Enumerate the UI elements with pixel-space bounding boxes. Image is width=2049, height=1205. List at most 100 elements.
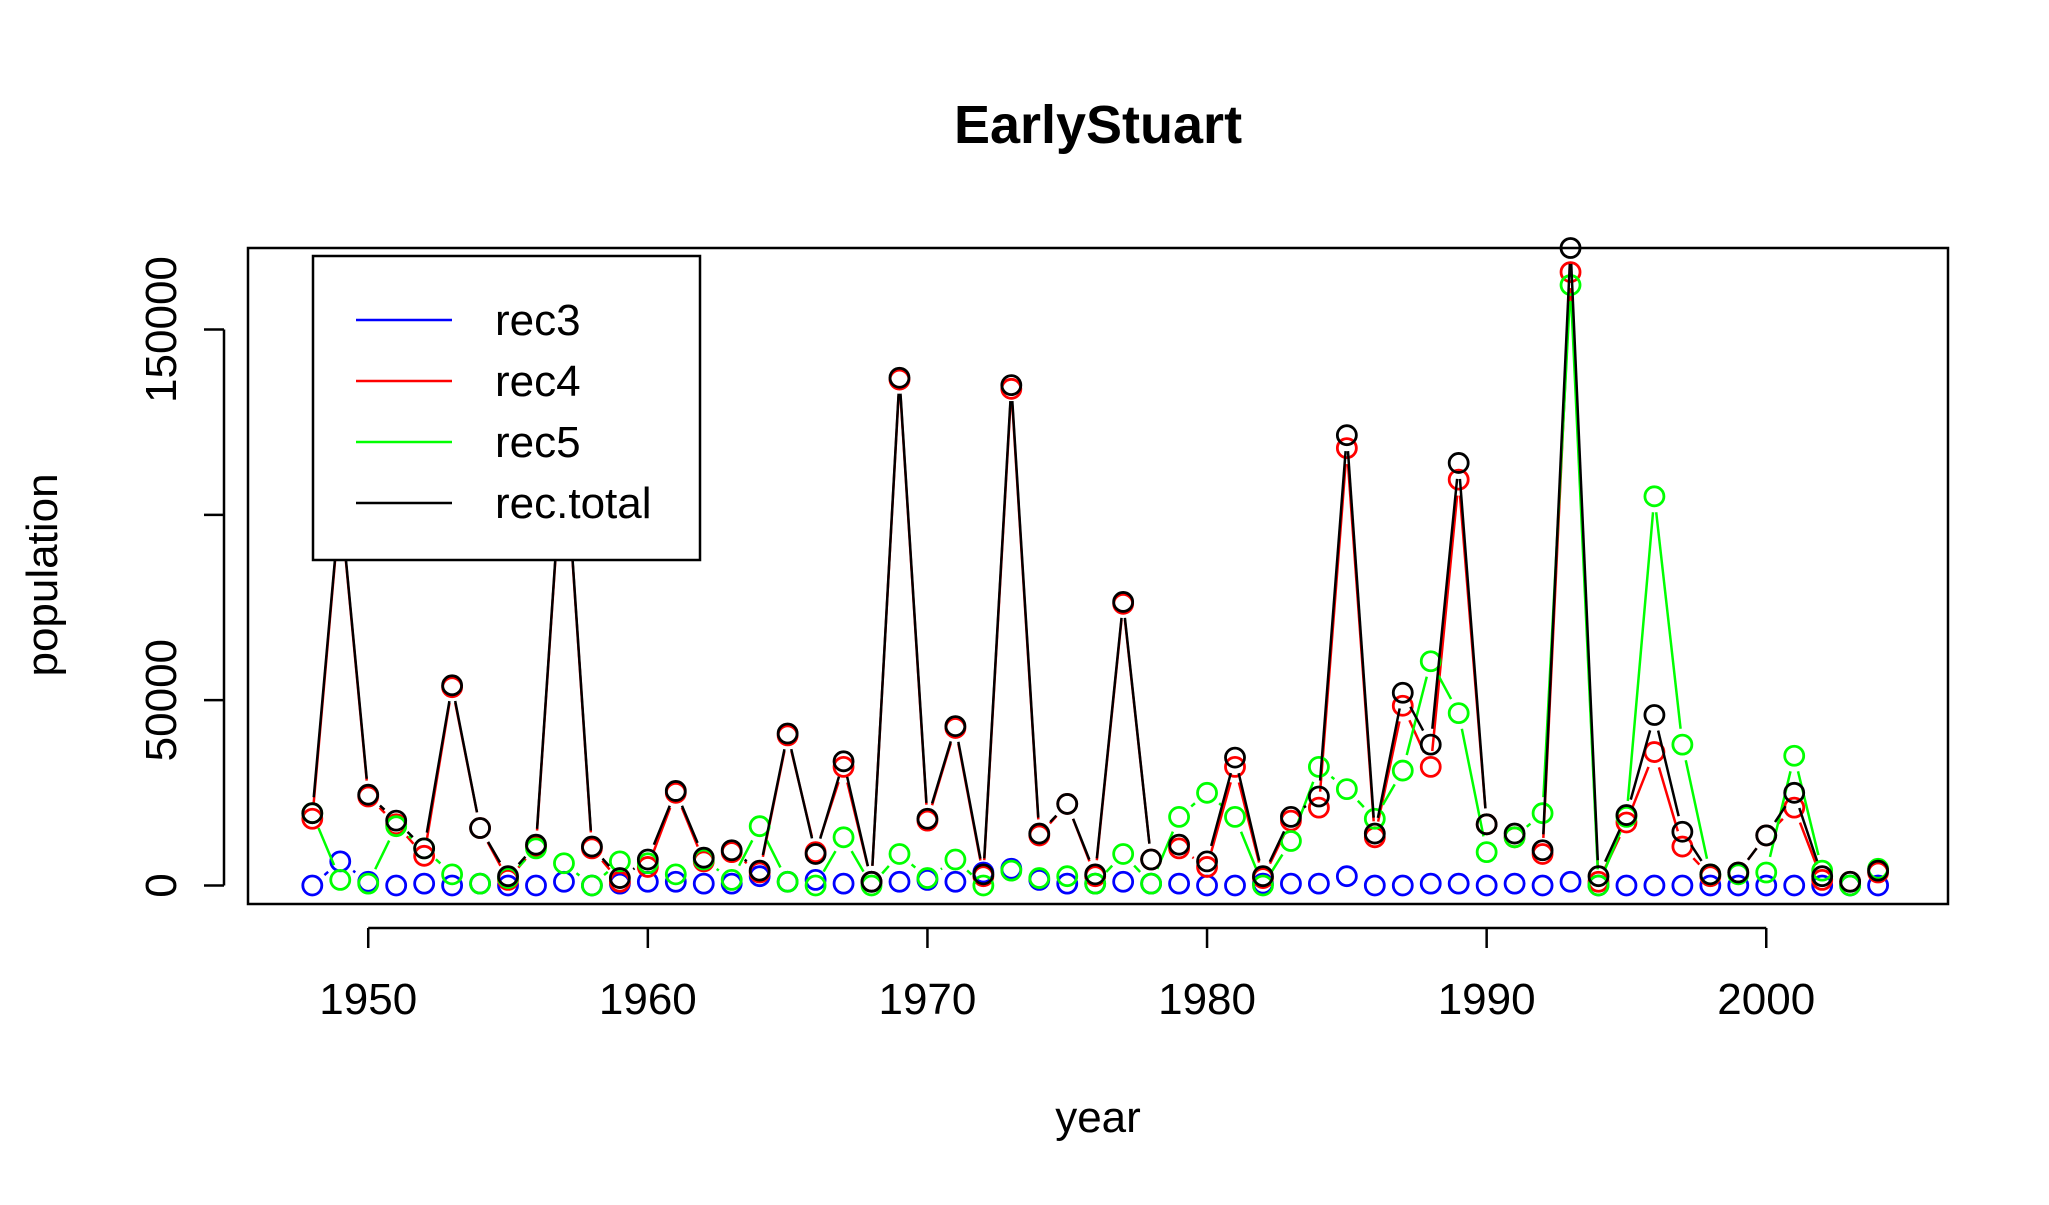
data-point [972, 863, 995, 886]
data-point [1000, 374, 1023, 397]
data-point [441, 674, 464, 697]
data-point [1727, 861, 1750, 884]
data-point [1643, 874, 1666, 897]
legend: rec3 rec4 rec5 rec.total [311, 254, 702, 562]
y-tick-label: 50000 [137, 639, 186, 761]
data-point [1699, 874, 1722, 897]
line-segment [601, 859, 611, 871]
data-point [357, 872, 380, 895]
data-point [888, 366, 911, 389]
data-point [1168, 833, 1190, 856]
line-segment [680, 805, 699, 844]
legend-label: rec3 [495, 296, 581, 345]
data-point [1168, 806, 1190, 828]
line-segment [1237, 772, 1261, 861]
line-segment [910, 863, 917, 869]
line-segment [1303, 804, 1307, 809]
data-point [497, 865, 519, 888]
data-point [1084, 872, 1107, 895]
data-point [804, 869, 827, 891]
data-point [1056, 872, 1079, 895]
line-segment [517, 855, 527, 866]
line-segment [632, 867, 636, 871]
data-point [1643, 704, 1666, 726]
line-segment [425, 700, 451, 833]
line-segment [1105, 864, 1114, 873]
data-point [1531, 839, 1554, 862]
series-layer [301, 237, 1889, 897]
data-point [1252, 874, 1274, 897]
data-point [1503, 872, 1526, 895]
legend-label: rec5 [495, 418, 581, 467]
series-rec-total [301, 237, 1889, 893]
line-segment [1798, 807, 1819, 862]
data-point [1531, 802, 1554, 825]
data-point [497, 874, 519, 897]
line-segment [790, 748, 814, 839]
line-segment [1692, 857, 1701, 866]
data-point [301, 807, 324, 830]
data-point [385, 815, 408, 838]
data-point [1280, 872, 1302, 895]
data-point [1475, 874, 1498, 897]
x-tick-label: 1960 [599, 975, 697, 1024]
data-point [1783, 781, 1806, 804]
line-segment [378, 806, 386, 814]
data-point [1056, 865, 1079, 888]
line-segment [1626, 512, 1655, 802]
data-point [1335, 424, 1358, 447]
data-point [692, 872, 715, 895]
data-point [916, 807, 939, 830]
data-point [1335, 865, 1358, 888]
line-segment [379, 804, 386, 811]
data-point [1615, 874, 1638, 897]
data-point [664, 863, 687, 886]
data-point [1587, 865, 1610, 888]
line-segment [518, 859, 526, 868]
data-point [1811, 865, 1834, 888]
data-point [692, 846, 715, 869]
line-segment [1437, 674, 1453, 700]
data-point [413, 872, 436, 895]
data-point [1755, 861, 1778, 884]
line-segment [1346, 451, 1375, 818]
data-point [1335, 778, 1358, 801]
data-point [1084, 863, 1107, 886]
line-segment [603, 870, 609, 876]
line-segment [435, 858, 442, 865]
line-segment [743, 858, 748, 863]
line-segment [1569, 263, 1600, 861]
x-tick-label: 1980 [1158, 975, 1256, 1024]
data-point [1363, 874, 1386, 897]
line-segment [1133, 864, 1142, 873]
data-point [329, 869, 352, 891]
line-segment [1356, 799, 1365, 808]
y-axis-label: population [18, 473, 67, 676]
data-point [1419, 733, 1442, 756]
line-segment [1123, 617, 1151, 844]
line-segment [1270, 853, 1284, 873]
data-point [525, 833, 547, 856]
line-segment [1690, 844, 1703, 862]
data-point [888, 870, 911, 893]
data-point [1056, 793, 1079, 815]
data-point [1839, 870, 1862, 893]
line-segment [1798, 822, 1818, 866]
data-point [385, 809, 408, 832]
line-segment [822, 850, 837, 873]
line-segment [374, 840, 391, 870]
data-point [748, 859, 771, 882]
data-point [1615, 811, 1638, 834]
data-point [776, 722, 799, 745]
plot-area-frame [246, 246, 1950, 906]
data-point [1755, 824, 1778, 847]
data-point [1335, 437, 1358, 460]
line-segment [312, 515, 341, 798]
line-segment [1656, 730, 1680, 817]
data-point [1196, 850, 1218, 873]
data-point [664, 870, 687, 893]
data-point [525, 874, 547, 897]
line-segment [652, 805, 671, 846]
data-point [1503, 822, 1526, 845]
